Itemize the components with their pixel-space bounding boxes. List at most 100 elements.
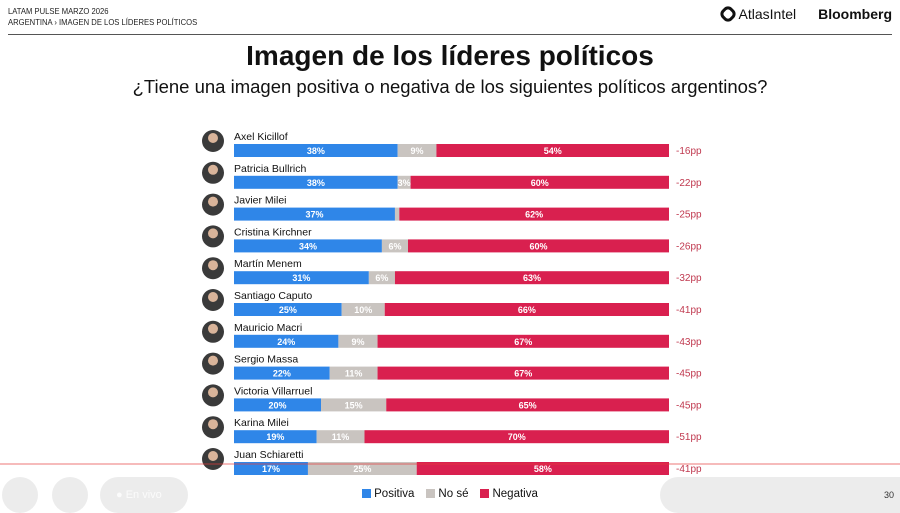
bar-positiva: [234, 271, 369, 285]
bar-positiva: [234, 207, 395, 221]
net-label: -45pp: [676, 369, 702, 380]
bar-no-se: [316, 430, 365, 444]
bar-positiva: [234, 334, 339, 348]
bar-positiva: [234, 430, 317, 444]
bar-negativa: [408, 239, 669, 253]
net-label: -32pp: [676, 273, 702, 284]
bar-label: 24%: [277, 337, 295, 347]
header-divider: [8, 34, 892, 35]
avatar-face: [208, 228, 218, 239]
bar-positiva: [234, 462, 308, 475]
volume-button[interactable]: [52, 477, 88, 513]
politician-name: Santiago Caputo: [234, 290, 312, 302]
chart-title: Imagen de los líderes políticos: [246, 40, 654, 71]
bar-label: 62%: [525, 210, 543, 220]
bar-label: 60%: [529, 241, 547, 251]
bar-negativa: [364, 430, 669, 444]
avatar-face: [208, 164, 218, 175]
bar-positiva: [234, 398, 321, 412]
bar-label: 20%: [268, 400, 286, 410]
bar-label: 37%: [305, 210, 323, 220]
bar-label: 11%: [345, 369, 363, 379]
bar-label: 66%: [518, 305, 536, 315]
politician-name: Patricia Bullrich: [234, 163, 307, 175]
bar-negativa: [399, 207, 669, 221]
legend: Positiva No sé Negativa: [0, 488, 900, 500]
bar-no-se: [397, 144, 437, 157]
politician-name: Karina Milei: [234, 417, 289, 429]
bar-positiva: [234, 144, 398, 157]
legend-positiva: Positiva: [362, 488, 414, 500]
bar-label: 60%: [531, 178, 549, 188]
bar-label: 6%: [375, 273, 388, 283]
net-label: -41pp: [676, 305, 702, 316]
legend-negativa: Negativa: [480, 488, 538, 500]
bar-no-se: [307, 462, 417, 475]
bar-label: 38%: [307, 146, 325, 156]
bar-label: 31%: [292, 273, 310, 283]
politician-name: Cristina Kirchner: [234, 226, 312, 238]
legend-no-se: No sé: [426, 488, 468, 500]
bar-negativa: [436, 144, 669, 157]
net-label: -43pp: [676, 337, 702, 348]
bar-label: 34%: [299, 241, 317, 251]
bar-positiva: [234, 239, 382, 253]
chart-subtitle: ¿Tiene una imagen positiva o negativa de…: [132, 76, 768, 97]
bar-no-se: [329, 366, 378, 380]
bar-label: 3%: [398, 178, 411, 188]
bar-negativa: [384, 303, 669, 316]
bar-label: 19%: [266, 432, 284, 442]
bar-label: 6%: [388, 241, 401, 251]
atlas-text: AtlasIntel: [738, 6, 797, 22]
bar-positiva: [234, 303, 342, 316]
bar-no-se: [368, 271, 395, 285]
bloomberg-logo: Bloomberg: [818, 6, 892, 22]
bar-positiva: [234, 366, 330, 380]
politician-name: Mauricio Macri: [234, 322, 302, 334]
avatar-face: [208, 451, 218, 461]
bar-label: 22%: [273, 369, 291, 379]
bar-label: 17%: [262, 464, 280, 474]
politician-name: Juan Schiaretti: [234, 449, 303, 461]
avatar-face: [208, 133, 218, 143]
avatar-face: [208, 196, 218, 207]
net-label: -22pp: [676, 178, 702, 189]
live-button[interactable]: ● En vivo: [100, 477, 188, 513]
bar-label: 9%: [351, 337, 364, 347]
net-label: -26pp: [676, 241, 702, 252]
avatar-face: [208, 387, 218, 398]
net-label: -51pp: [676, 432, 702, 443]
avatar-face: [208, 419, 218, 430]
bar-negativa: [377, 334, 669, 348]
player-controls-right[interactable]: [660, 477, 900, 513]
video-progress-bar[interactable]: [0, 463, 900, 465]
politician-name: Martín Menem: [234, 258, 302, 270]
net-label: -25pp: [676, 210, 702, 221]
bar-label: 10%: [354, 305, 372, 315]
politician-name: Javier Milei: [234, 195, 287, 207]
bar-label: 67%: [514, 337, 532, 347]
pause-button[interactable]: [2, 477, 38, 513]
bar-label: 54%: [544, 146, 562, 156]
bar-label: 15%: [345, 400, 363, 410]
bar-label: 67%: [514, 369, 532, 379]
bar-label: 11%: [332, 432, 350, 442]
avatar-face: [208, 260, 218, 271]
net-label: -41pp: [676, 464, 702, 475]
avatar-face: [208, 355, 218, 366]
live-label: ● En vivo: [116, 489, 162, 501]
bar-negativa: [394, 271, 669, 285]
avatar-face: [208, 323, 218, 334]
page-number: 30: [884, 490, 895, 500]
bar-label: 58%: [534, 464, 552, 474]
bar-no-se: [397, 175, 411, 189]
breadcrumb: LATAM PULSE MARZO 2026 ARGENTINA › IMAGE…: [8, 6, 197, 28]
bar-no-se: [381, 239, 408, 253]
politician-name: Victoria Villarruel: [234, 385, 312, 397]
atlasintel-logo: AtlasIntel: [717, 4, 797, 24]
bar-negativa: [386, 398, 669, 412]
politician-name: Sergio Massa: [234, 354, 298, 366]
bar-no-se: [321, 398, 387, 412]
report-name: LATAM PULSE MARZO 2026: [8, 6, 109, 16]
